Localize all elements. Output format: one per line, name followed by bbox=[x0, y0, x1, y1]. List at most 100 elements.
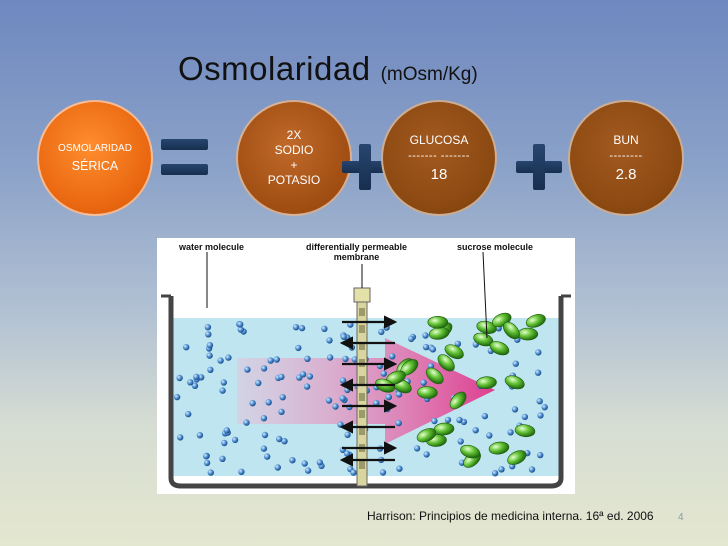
water-molecule bbox=[299, 371, 307, 378]
water-molecule bbox=[203, 453, 210, 460]
water-molecule bbox=[225, 354, 232, 361]
water-molecule bbox=[261, 431, 269, 439]
water-molecule bbox=[279, 394, 286, 401]
water-molecule bbox=[295, 344, 302, 352]
water-molecule bbox=[237, 326, 244, 333]
water-molecule bbox=[422, 343, 430, 351]
water-molecule bbox=[332, 403, 339, 410]
water-molecule bbox=[206, 352, 213, 359]
water-molecule bbox=[536, 398, 543, 405]
water-molecule-label: water molecule bbox=[179, 242, 245, 252]
water-molecule bbox=[237, 321, 244, 328]
water-molecule bbox=[177, 434, 184, 441]
water-molecule bbox=[385, 393, 392, 401]
water-molecule bbox=[486, 432, 493, 439]
sucrose-molecule bbox=[507, 450, 527, 465]
water-molecule bbox=[537, 412, 544, 419]
water-molecule bbox=[278, 408, 285, 415]
water-molecule bbox=[176, 374, 183, 382]
sucrose-molecule bbox=[514, 424, 536, 438]
water-molecule bbox=[373, 399, 380, 407]
equals-icon bbox=[161, 139, 208, 175]
water-molecule bbox=[534, 369, 542, 376]
osmosis-illustration bbox=[161, 251, 571, 489]
glucose-label: GLUCOSA bbox=[409, 133, 469, 147]
sucrose-molecule bbox=[460, 444, 481, 459]
water-molecule bbox=[535, 349, 542, 356]
water-molecule bbox=[219, 387, 226, 394]
water-molecule bbox=[221, 439, 228, 447]
water-molecule bbox=[205, 331, 212, 338]
water-molecule bbox=[423, 451, 430, 458]
water-molecule bbox=[444, 416, 452, 424]
water-molecule bbox=[203, 459, 211, 467]
membrane-label-line-1: differentially permeable bbox=[306, 242, 408, 252]
bun-circle: BUN -------- 2.8 bbox=[568, 100, 684, 216]
sucrose-molecule bbox=[427, 316, 449, 329]
water-molecule bbox=[348, 344, 356, 351]
water-molecule bbox=[351, 356, 359, 363]
water-molecule bbox=[511, 406, 519, 413]
water-molecule bbox=[395, 419, 402, 427]
water-molecule bbox=[304, 355, 311, 362]
water-molecule bbox=[528, 466, 536, 473]
water-molecule bbox=[389, 353, 396, 360]
membrane-pore bbox=[359, 308, 365, 316]
potassium-label: POTASIO bbox=[267, 173, 321, 187]
water-molecule bbox=[342, 355, 349, 363]
water-molecule bbox=[183, 344, 190, 351]
plus-icon bbox=[342, 144, 388, 190]
glucose-divider: ------- ------- bbox=[408, 150, 470, 162]
water-molecule bbox=[219, 455, 226, 462]
water-molecule bbox=[383, 324, 390, 331]
water-molecule bbox=[316, 459, 323, 466]
sucrose-molecule bbox=[504, 375, 525, 390]
sucrose-molecule bbox=[417, 386, 438, 399]
water-molecule bbox=[325, 397, 333, 404]
water-molecule bbox=[223, 427, 230, 434]
water-molecule bbox=[541, 404, 548, 411]
water-molecule bbox=[274, 464, 281, 471]
water-molecule bbox=[507, 429, 514, 436]
water-molecule bbox=[379, 469, 387, 476]
title-unit: (mOsm/Kg) bbox=[380, 64, 478, 85]
water-molecule bbox=[396, 465, 403, 472]
water-molecule bbox=[244, 366, 251, 373]
water-molecule bbox=[304, 467, 312, 474]
water-molecule bbox=[298, 324, 306, 332]
sucrose-molecule bbox=[489, 341, 510, 356]
water-molecule bbox=[481, 412, 489, 420]
membrane-pore bbox=[359, 342, 365, 350]
sodium-multiplier: 2X bbox=[286, 128, 302, 142]
bun-label: BUN bbox=[613, 133, 639, 147]
water-molecule bbox=[292, 324, 300, 331]
sucrose-molecule bbox=[449, 391, 467, 410]
plus-icon bbox=[516, 144, 562, 190]
water-molecule bbox=[204, 324, 212, 331]
membrane-pore bbox=[359, 427, 365, 435]
water-molecule bbox=[238, 468, 245, 475]
water-molecule bbox=[231, 436, 239, 444]
water-molecule bbox=[249, 400, 256, 407]
water-molecule bbox=[378, 328, 385, 336]
water-molecule bbox=[456, 416, 463, 424]
citation-caption: Harrison: Principios de medicina interna… bbox=[367, 509, 654, 523]
page-number: 4 bbox=[678, 512, 684, 523]
water-molecule bbox=[340, 333, 347, 341]
osmosis-diagram: water molecule differentially permeable … bbox=[157, 238, 575, 494]
sucrose-molecule bbox=[502, 321, 520, 340]
title-text: Osmolaridad bbox=[178, 50, 371, 87]
serum-osmolarity-label-1: OSMOLARIDAD bbox=[58, 143, 132, 154]
water-molecule bbox=[220, 379, 227, 386]
water-molecule bbox=[344, 386, 351, 394]
water-molecule bbox=[255, 379, 262, 387]
water-molecule bbox=[395, 391, 403, 398]
membrane-pore bbox=[359, 376, 365, 384]
sucrose-molecule bbox=[476, 376, 497, 390]
water-molecule bbox=[427, 362, 435, 370]
sodium-label: SODIO bbox=[274, 143, 314, 157]
water-molecule bbox=[187, 379, 194, 386]
water-molecule bbox=[521, 413, 529, 421]
water-molecule bbox=[276, 435, 283, 443]
